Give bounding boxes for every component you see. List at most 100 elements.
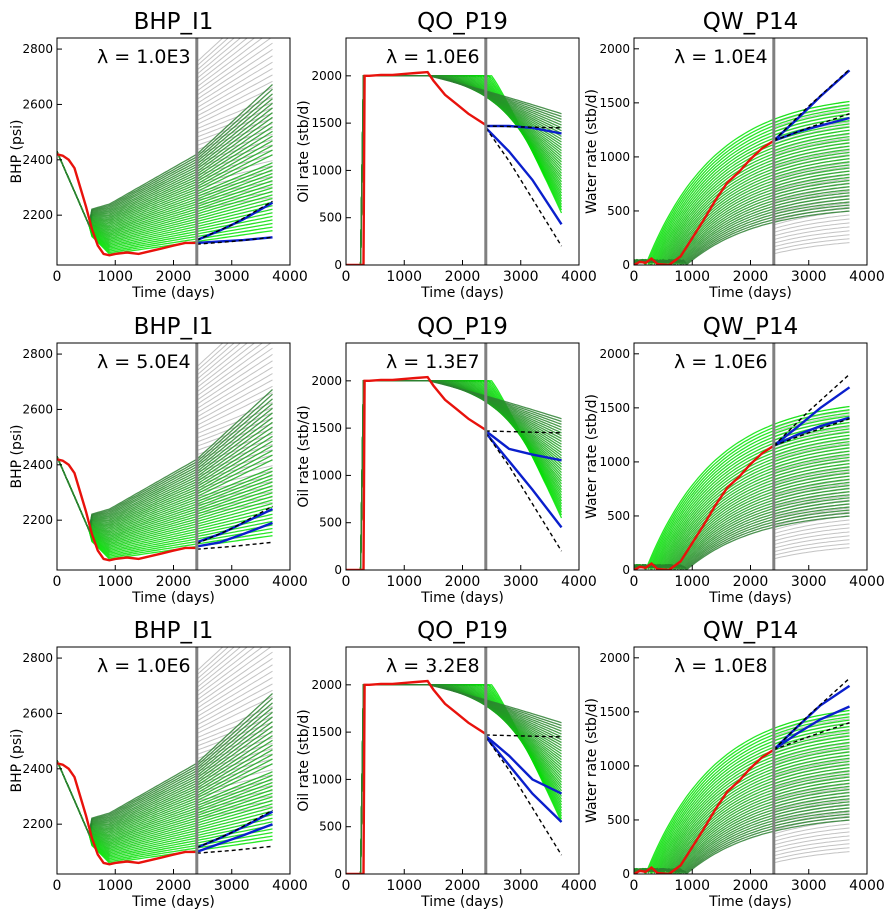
prior-line bbox=[773, 234, 850, 248]
plot-area bbox=[634, 373, 851, 570]
posterior-line bbox=[57, 760, 273, 837]
y-tick-label: 2800 bbox=[22, 42, 53, 56]
prior-line bbox=[196, 38, 248, 79]
subplot-title: QW_P14 bbox=[703, 9, 798, 35]
posterior-line bbox=[634, 810, 850, 874]
x-tick-label: 3000 bbox=[214, 574, 250, 590]
x-tick-label: 0 bbox=[342, 269, 351, 285]
prior-line bbox=[196, 664, 273, 714]
posterior-line bbox=[57, 107, 273, 228]
posterior-line bbox=[57, 760, 273, 846]
posterior-line bbox=[634, 409, 850, 569]
prior-line bbox=[196, 392, 273, 431]
posterior-line bbox=[634, 198, 850, 265]
posterior-line bbox=[634, 139, 850, 265]
prior-line bbox=[773, 137, 850, 157]
prior-line bbox=[196, 80, 273, 121]
prior-line bbox=[196, 87, 273, 126]
x-axis-label: Time (days) bbox=[420, 285, 504, 301]
prior-line bbox=[773, 759, 850, 778]
y-tick-label: 0 bbox=[622, 867, 630, 881]
prior-line bbox=[196, 677, 273, 722]
x-tick-label: 0 bbox=[630, 878, 639, 894]
posterior-line bbox=[634, 459, 850, 570]
y-tick-label: 2600 bbox=[22, 402, 53, 416]
posterior-line bbox=[57, 456, 273, 532]
selected-line bbox=[484, 432, 563, 529]
plot-area bbox=[634, 677, 851, 874]
posterior-line bbox=[57, 116, 273, 228]
posterior-line bbox=[634, 763, 850, 874]
posterior-line bbox=[57, 697, 273, 837]
subplot-bhp-i1-2: 0 1000 2000 3000 4000 2200 2400 2600 2800 BHP_I1 T… bbox=[9, 314, 308, 606]
posterior-line bbox=[634, 456, 850, 569]
x-tick-label: 4000 bbox=[272, 574, 308, 590]
subplot-qw-p14-1: 0 1000 2000 3000 4000 0 500 1000 1500 2000 QW_P14 T… bbox=[584, 9, 885, 301]
x-tick-label: 3000 bbox=[791, 574, 827, 590]
observed-line bbox=[57, 458, 197, 562]
prior-line bbox=[196, 647, 264, 697]
posterior-line bbox=[57, 760, 273, 843]
posterior-line bbox=[57, 730, 273, 837]
posterior-line bbox=[57, 98, 273, 228]
posterior-line bbox=[57, 456, 273, 543]
lambda-annotation: λ = 1.0E6 bbox=[97, 655, 191, 677]
selected-line bbox=[773, 116, 850, 142]
x-tick-label: 4000 bbox=[561, 269, 597, 285]
selected-line bbox=[196, 823, 273, 854]
bound-line bbox=[196, 809, 273, 849]
x-tick-label: 1000 bbox=[97, 269, 133, 285]
lambda-annotation: λ = 1.0E6 bbox=[674, 351, 768, 373]
y-axis-label: Water rate (stb/d) bbox=[584, 394, 600, 519]
posterior-line bbox=[57, 456, 273, 540]
observed-line bbox=[346, 375, 487, 570]
posterior-line bbox=[57, 389, 273, 533]
prior-line bbox=[196, 647, 224, 672]
selected-line bbox=[772, 684, 851, 751]
posterior-line bbox=[634, 418, 850, 569]
posterior-line bbox=[634, 453, 850, 570]
posterior-line bbox=[57, 760, 273, 836]
posterior-line bbox=[634, 437, 850, 570]
x-tick-label: 3000 bbox=[503, 878, 539, 894]
posterior-line bbox=[634, 735, 850, 872]
x-tick-label: 2000 bbox=[733, 269, 769, 285]
x-tick-label: 1000 bbox=[386, 574, 422, 590]
posterior-line bbox=[634, 447, 850, 569]
subplot-title: BHP_I1 bbox=[134, 314, 214, 340]
posterior-line bbox=[57, 135, 273, 227]
observed-line bbox=[346, 679, 487, 874]
x-tick-label: 4000 bbox=[849, 269, 885, 285]
prior-line bbox=[773, 714, 850, 733]
posterior-line bbox=[57, 716, 273, 837]
posterior-line bbox=[634, 415, 850, 568]
x-tick-label: 1000 bbox=[386, 269, 422, 285]
selected-line bbox=[773, 416, 850, 447]
bound-line bbox=[773, 677, 850, 751]
prior-line bbox=[196, 38, 224, 63]
prior-line bbox=[196, 790, 273, 806]
prior-line bbox=[196, 423, 273, 451]
plot-area bbox=[346, 679, 563, 874]
x-tick-label: 4000 bbox=[561, 878, 597, 894]
y-tick-label: 2200 bbox=[22, 513, 53, 527]
prior-line bbox=[196, 705, 273, 739]
posterior-line bbox=[57, 149, 273, 227]
y-tick-label: 2000 bbox=[311, 374, 342, 388]
selected-line bbox=[484, 127, 563, 225]
posterior-line bbox=[57, 760, 273, 841]
prior-line bbox=[196, 407, 273, 439]
prior-line bbox=[773, 827, 850, 842]
prior-line bbox=[196, 651, 273, 705]
posterior-line bbox=[634, 757, 850, 874]
prior-line bbox=[196, 343, 235, 376]
observed-line bbox=[634, 444, 775, 570]
posterior-line bbox=[57, 407, 273, 533]
y-tick-label: 500 bbox=[319, 516, 342, 530]
prior-line bbox=[773, 133, 850, 153]
prior-line bbox=[773, 174, 850, 192]
subplot-title: QO_P19 bbox=[417, 618, 508, 644]
prior-line bbox=[773, 414, 850, 433]
prior-line bbox=[773, 214, 850, 230]
